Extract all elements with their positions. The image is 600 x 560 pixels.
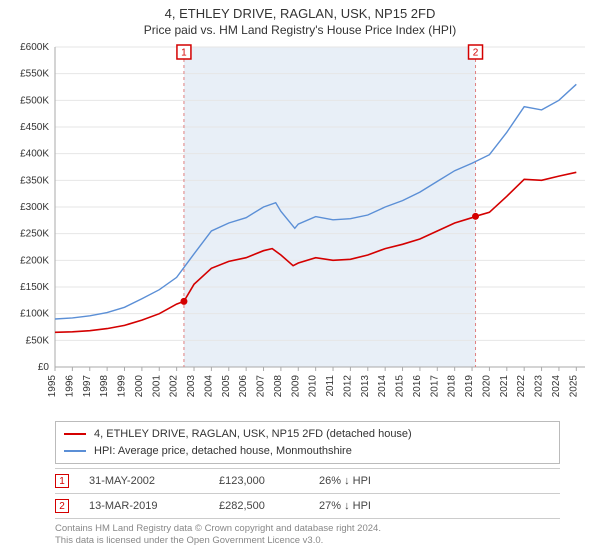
y-tick-label: £200K <box>20 255 49 266</box>
x-tick-label: 1995 <box>47 375 58 398</box>
legend-label-red: 4, ETHLEY DRIVE, RAGLAN, USK, NP15 2FD (… <box>94 426 412 443</box>
row-price: £282,500 <box>219 500 299 512</box>
y-tick-label: £400K <box>20 149 49 160</box>
y-tick-label: £0 <box>38 362 50 373</box>
legend-swatch-blue <box>64 450 86 452</box>
x-tick-label: 2024 <box>551 375 562 398</box>
sale-point <box>472 213 479 220</box>
x-tick-label: 2002 <box>169 375 180 398</box>
x-tick-label: 2020 <box>481 375 492 398</box>
x-tick-label: 2003 <box>186 375 197 398</box>
footnote: Contains HM Land Registry data © Crown c… <box>55 523 560 548</box>
legend-row-red: 4, ETHLEY DRIVE, RAGLAN, USK, NP15 2FD (… <box>64 426 551 443</box>
x-tick-label: 2000 <box>134 375 145 398</box>
x-tick-label: 2007 <box>256 375 267 398</box>
x-tick-label: 2025 <box>568 375 579 398</box>
row-price: £123,000 <box>219 475 299 487</box>
x-tick-label: 2010 <box>308 375 319 398</box>
sale-row: 1 31-MAY-2002 £123,000 26% ↓ HPI <box>55 468 560 493</box>
x-tick-label: 1999 <box>117 375 128 398</box>
y-tick-label: £300K <box>20 202 49 213</box>
page-subtitle: Price paid vs. HM Land Registry's House … <box>0 23 600 37</box>
legend-row-blue: HPI: Average price, detached house, Monm… <box>64 443 551 460</box>
x-tick-label: 2001 <box>151 375 162 398</box>
x-tick-label: 2018 <box>447 375 458 398</box>
sale-row: 2 13-MAR-2019 £282,500 27% ↓ HPI <box>55 493 560 518</box>
row-date: 31-MAY-2002 <box>89 475 199 487</box>
y-tick-label: £150K <box>20 282 49 293</box>
x-tick-label: 2012 <box>342 375 353 398</box>
row-pct: 27% ↓ HPI <box>319 500 419 512</box>
x-tick-label: 2011 <box>325 375 336 397</box>
y-tick-label: £350K <box>20 175 49 186</box>
x-tick-label: 2005 <box>221 375 232 398</box>
x-tick-label: 1996 <box>64 375 75 398</box>
row-date: 13-MAR-2019 <box>89 500 199 512</box>
y-tick-label: £600K <box>20 42 49 53</box>
marker-number: 1 <box>181 48 187 59</box>
row-marker: 2 <box>55 499 69 513</box>
x-tick-label: 2014 <box>377 375 388 398</box>
page-title: 4, ETHLEY DRIVE, RAGLAN, USK, NP15 2FD <box>0 6 600 21</box>
x-tick-label: 2016 <box>412 375 423 398</box>
legend-label-blue: HPI: Average price, detached house, Monm… <box>94 443 352 460</box>
x-tick-label: 2008 <box>273 375 284 398</box>
x-tick-label: 2013 <box>360 375 371 398</box>
x-tick-label: 2009 <box>290 375 301 398</box>
row-pct: 26% ↓ HPI <box>319 475 419 487</box>
y-tick-label: £50K <box>26 335 50 346</box>
x-tick-label: 2015 <box>395 375 406 398</box>
x-tick-label: 2006 <box>238 375 249 398</box>
legend: 4, ETHLEY DRIVE, RAGLAN, USK, NP15 2FD (… <box>55 421 560 464</box>
legend-swatch-red <box>64 433 86 435</box>
x-tick-label: 1998 <box>99 375 110 398</box>
footnote-line2: This data is licensed under the Open Gov… <box>55 535 323 546</box>
y-tick-label: £450K <box>20 122 49 133</box>
x-tick-label: 2023 <box>534 375 545 398</box>
y-tick-label: £500K <box>20 95 49 106</box>
x-tick-label: 1997 <box>82 375 93 398</box>
footnote-line1: Contains HM Land Registry data © Crown c… <box>55 523 381 534</box>
y-tick-label: £100K <box>20 309 49 320</box>
marker-number: 2 <box>473 48 479 59</box>
price-chart: £0 £50K £100K £150K £200K £250K £300K £350K £400… <box>0 37 600 417</box>
x-tick-label: 2021 <box>499 375 510 398</box>
x-tick-label: 2004 <box>203 375 214 398</box>
sale-point <box>180 298 187 305</box>
x-tick-label: 2019 <box>464 375 475 398</box>
row-marker: 1 <box>55 474 69 488</box>
x-tick-label: 2022 <box>516 375 527 398</box>
y-tick-label: £250K <box>20 229 49 240</box>
x-tick-label: 2017 <box>429 375 440 398</box>
sale-data-rows: 1 31-MAY-2002 £123,000 26% ↓ HPI 2 13-MAR-201… <box>55 468 560 519</box>
y-tick-label: £550K <box>20 69 49 80</box>
